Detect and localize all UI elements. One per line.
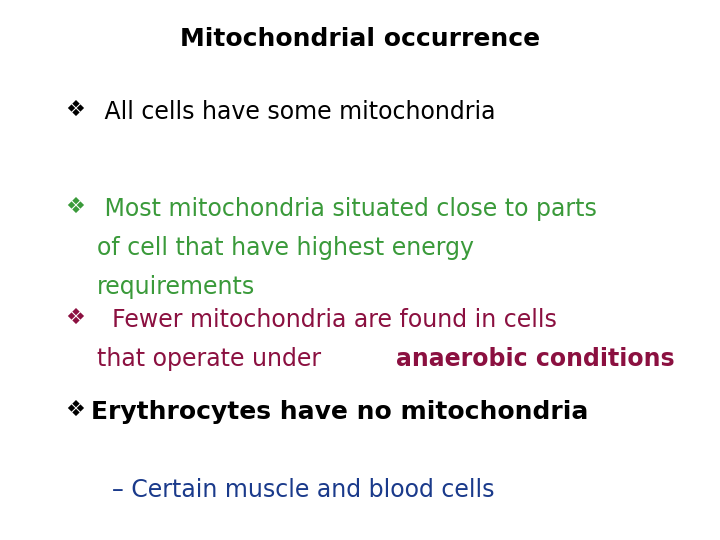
Text: ❖: ❖	[65, 400, 85, 420]
Text: requirements: requirements	[97, 275, 256, 299]
Text: ❖: ❖	[65, 197, 85, 217]
Text: Erythrocytes have no mitochondria: Erythrocytes have no mitochondria	[91, 400, 588, 423]
Text: Mitochondrial occurrence: Mitochondrial occurrence	[180, 27, 540, 51]
Text: All cells have some mitochondria: All cells have some mitochondria	[97, 100, 495, 124]
Text: Most mitochondria situated close to parts: Most mitochondria situated close to part…	[97, 197, 597, 221]
Text: – Certain muscle and blood cells: – Certain muscle and blood cells	[112, 478, 494, 502]
Text: anaerobic conditions: anaerobic conditions	[396, 347, 675, 370]
Text: that operate under: that operate under	[97, 347, 329, 370]
Text: of cell that have highest energy: of cell that have highest energy	[97, 236, 474, 260]
Text: ❖: ❖	[65, 308, 85, 328]
Text: ❖: ❖	[65, 100, 85, 120]
Text: Fewer mitochondria are found in cells: Fewer mitochondria are found in cells	[97, 308, 557, 332]
